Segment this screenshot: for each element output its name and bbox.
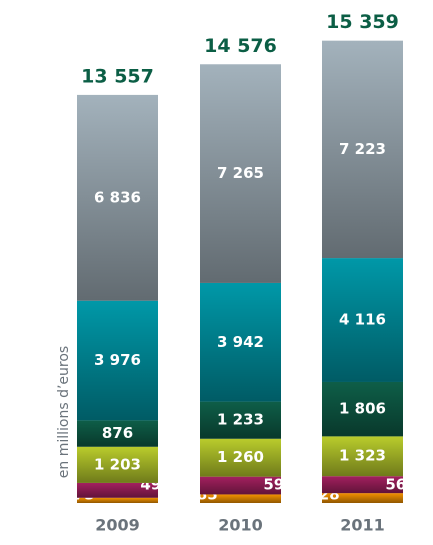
value-label: 591 bbox=[263, 476, 294, 494]
total-label: 15 359 bbox=[326, 11, 399, 33]
shade bbox=[200, 494, 281, 503]
value-label: 1 806 bbox=[339, 400, 386, 418]
value-label: 7 223 bbox=[339, 140, 386, 158]
value-label: 4 116 bbox=[339, 311, 386, 329]
value-label: 1 233 bbox=[217, 411, 264, 429]
shade bbox=[77, 482, 158, 498]
axis-label: en millions d’euros bbox=[56, 346, 72, 478]
shade bbox=[200, 282, 281, 402]
shade bbox=[322, 493, 403, 503]
value-label: 3 942 bbox=[217, 333, 264, 351]
value-label: 6 836 bbox=[94, 188, 141, 206]
shade bbox=[322, 40, 403, 259]
x-tick-label: 2011 bbox=[340, 516, 385, 535]
value-label: 876 bbox=[102, 424, 133, 442]
shade bbox=[200, 401, 281, 439]
value-label: 3 976 bbox=[94, 351, 141, 369]
shade bbox=[322, 436, 403, 477]
value-label: 1 323 bbox=[339, 447, 386, 465]
total-label: 13 557 bbox=[81, 65, 154, 87]
shade bbox=[200, 438, 281, 477]
value-label: 1 260 bbox=[217, 448, 264, 466]
shade bbox=[77, 420, 158, 447]
x-tick-label: 2010 bbox=[218, 516, 263, 535]
shade bbox=[77, 497, 158, 503]
value-label: 1 203 bbox=[94, 455, 141, 473]
shade bbox=[322, 258, 403, 382]
total-label: 14 576 bbox=[204, 35, 277, 57]
shade bbox=[77, 94, 158, 301]
shade bbox=[322, 476, 403, 494]
shade bbox=[200, 64, 281, 283]
shade bbox=[77, 300, 158, 421]
shade bbox=[200, 476, 281, 495]
x-tick-label: 2009 bbox=[95, 516, 140, 535]
shade bbox=[77, 446, 158, 483]
value-label: 564 bbox=[385, 476, 416, 494]
shade bbox=[322, 381, 403, 437]
value-label: 7 265 bbox=[217, 164, 264, 182]
